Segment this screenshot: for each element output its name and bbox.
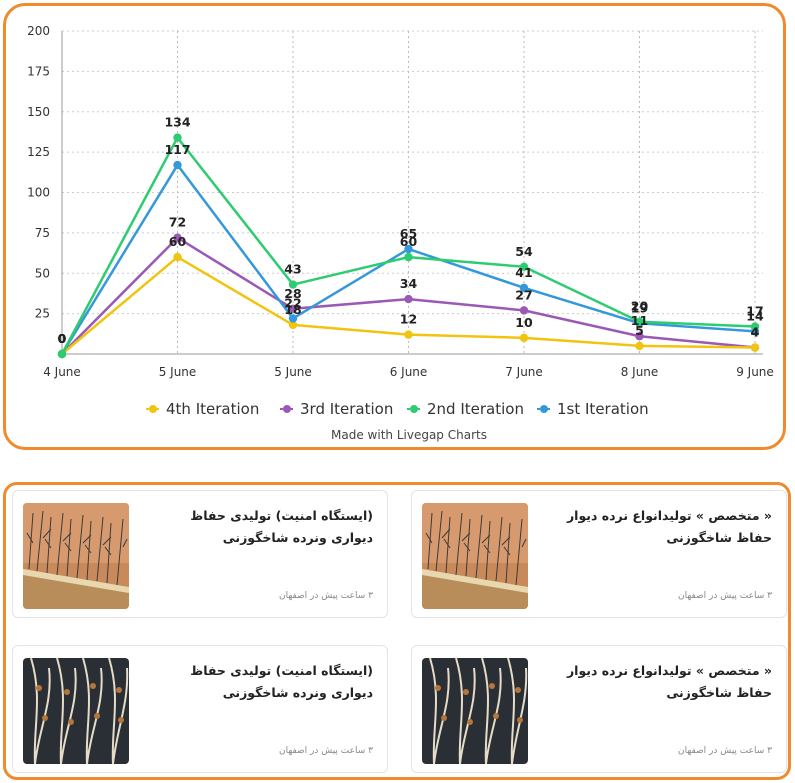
x-tick-label: 6 June [390,365,428,379]
chart-panel: 25 50 75 100 125 150 175 200 4 June 5 June 5 June 6… [3,3,786,450]
data-point [288,320,298,330]
data-label: 0 [58,331,67,346]
x-tick-label: 5 June [159,365,197,379]
data-point [288,314,298,323]
fence-wall-icon [422,503,528,609]
chart-footer: Made with Livegap Charts [331,428,487,442]
data-label: 5 [635,323,644,338]
listing-meta: ۳ ساعت پیش در اصفهان [278,746,373,756]
data-label: 41 [515,265,532,280]
x-tick-label: 5 June [274,365,312,379]
listing-title[interactable]: « متخصص » تولیدانواع نرده دیوار حفاظ شاخ… [566,663,772,700]
data-point [635,332,644,341]
x-tick-label: 4 June [43,365,81,379]
data-point [404,330,413,339]
data-label: 17 [746,304,763,319]
data-point [519,283,529,292]
data-point [404,244,413,254]
legend-swatch-marker [149,405,157,413]
data-point [750,343,760,352]
data-point [519,333,529,343]
data-label: 18 [284,302,301,317]
listing-title[interactable]: (ایستگاه امنیت) تولیدی حفاظ دیواری ونرده… [190,508,373,545]
data-label: 43 [284,262,301,277]
antler-fence-icon [23,658,129,764]
data-label: 20 [631,299,649,314]
antler-fence-icon [422,658,528,764]
legend-label: 2nd Iteration [427,400,524,418]
y-tick-label: 100 [27,186,50,200]
data-label: 60 [400,234,418,249]
y-tick-label: 50 [35,266,50,280]
legend-label: 4th Iteration [166,400,259,418]
data-point [750,322,760,331]
data-label: 60 [169,234,187,249]
data-label: 72 [169,215,186,230]
data-point [519,262,529,271]
data-point [57,349,67,359]
y-tick-label: 125 [27,145,50,159]
listing-title[interactable]: « متخصص » تولیدانواع نرده دیوار حفاظ شاخ… [566,508,772,545]
data-point [635,341,644,351]
listing-meta: ۳ ساعت پیش در اصفهان [677,591,772,601]
data-point [173,160,182,170]
listing-card[interactable]: « متخصص » تولیدانواع نرده دیوار حفاظ شاخ… [411,645,787,773]
data-label: 117 [164,142,190,157]
y-tick-label: 150 [27,105,50,119]
legend-label: 1st Iteration [557,400,649,418]
listing-card[interactable]: (ایستگاه امنیت) تولیدی حفاظ دیواری ونرده… [12,645,388,773]
listing-thumbnail[interactable] [422,658,528,764]
listing-meta: ۳ ساعت پیش در اصفهان [278,591,373,601]
legend-label: 3rd Iteration [300,400,393,418]
data-label: 11 [631,313,648,328]
data-label: 14 [746,308,764,323]
y-tick-label: 75 [35,226,50,240]
data-point [173,252,182,262]
data-point [173,233,182,242]
listing-thumbnail[interactable] [422,503,528,609]
legend-swatch-marker [283,405,291,413]
data-label: 65 [400,226,417,241]
data-label: 12 [400,312,417,327]
listing-card[interactable]: (ایستگاه امنیت) تولیدی حفاظ دیواری ونرده… [12,490,388,618]
data-point [404,294,413,304]
listing-panel: « متخصص » تولیدانواع نرده دیوار حفاظ شاخ… [3,482,791,780]
y-tick-label: 25 [35,307,50,321]
legend-swatch-marker [540,405,548,413]
legend-swatch-marker [410,405,418,413]
data-label: 27 [515,287,532,302]
y-tick-label: 200 [27,24,50,38]
data-point [288,280,298,289]
x-tick-label: 7 June [505,365,543,379]
x-tick-label: 9 June [736,365,774,379]
listing-meta: ۳ ساعت پیش در اصفهان [677,746,772,756]
data-label: 19 [631,300,648,315]
listing-thumbnail[interactable] [23,503,129,609]
listing-title[interactable]: (ایستگاه امنیت) تولیدی حفاظ دیواری ونرده… [190,663,373,700]
data-point [173,133,182,142]
fence-wall-icon [23,503,129,609]
data-label: 34 [400,276,418,291]
data-label: 10 [515,315,533,330]
data-label: 4 [751,325,760,340]
data-point [288,304,298,313]
y-tick-label: 175 [27,64,50,78]
data-label: 0 [58,331,67,346]
data-point [519,306,529,315]
data-point [404,252,413,262]
x-tick-label: 8 June [621,365,659,379]
data-label: 0 [58,331,67,346]
listing-thumbnail[interactable] [23,658,129,764]
data-label: 54 [515,244,533,259]
data-label: 0 [58,331,67,346]
data-label: 28 [284,286,301,301]
listing-card[interactable]: « متخصص » تولیدانواع نرده دیوار حفاظ شاخ… [411,490,787,618]
data-label: 4 [751,325,760,340]
data-label: 22 [284,295,301,310]
data-point [635,317,644,326]
data-label: 134 [164,115,190,130]
